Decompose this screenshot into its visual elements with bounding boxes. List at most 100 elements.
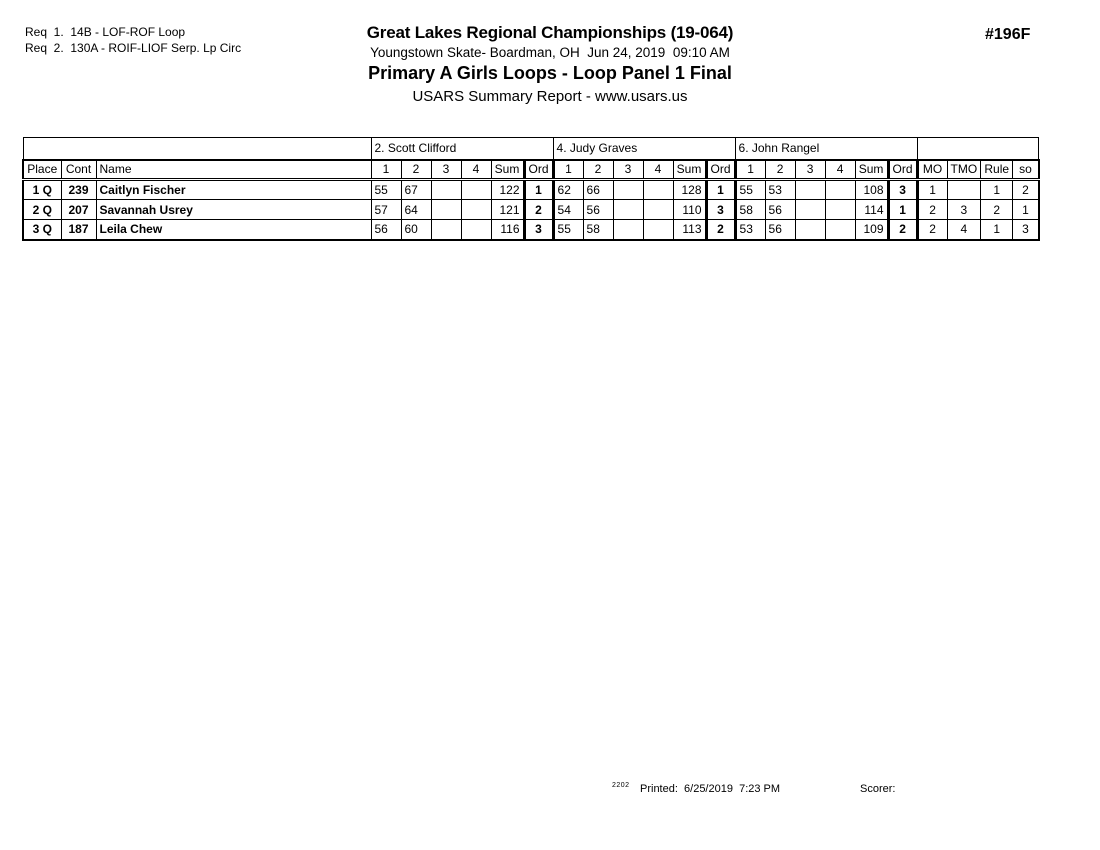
header-so: so xyxy=(1012,158,1040,181)
j3-ord: 1 xyxy=(886,199,919,220)
j3-score-4 xyxy=(824,199,856,220)
scorer-label: Scorer: xyxy=(860,783,896,795)
j1-score-3 xyxy=(430,179,462,200)
header-j2-score-1: 1 xyxy=(552,158,584,181)
j3-score-3 xyxy=(794,179,826,200)
j2-score-2: 66 xyxy=(582,179,614,200)
j3-score-2: 56 xyxy=(764,219,796,241)
j1-score-2: 67 xyxy=(400,179,432,200)
header-j1-sum: Sum xyxy=(490,158,525,181)
j3-sum: 109 xyxy=(854,219,889,241)
j2-ord: 1 xyxy=(704,179,737,200)
printed-timestamp: Printed: 6/25/2019 7:23 PM xyxy=(640,783,781,795)
j3-sum: 114 xyxy=(854,199,889,220)
j1-score-3 xyxy=(430,219,462,241)
header-cont: Cont xyxy=(60,158,97,181)
header-j2-ord: Ord xyxy=(704,158,737,181)
tmo-cell: 4 xyxy=(946,219,982,241)
footer-version-code: 2202 xyxy=(612,782,630,789)
j3-score-3 xyxy=(794,199,826,220)
header-j1-score-1: 1 xyxy=(370,158,402,181)
j2-score-3 xyxy=(612,199,644,220)
judges-row: 2. Scott Clifford 4. Judy Graves 6. John… xyxy=(22,137,1040,160)
header-rule: Rule xyxy=(980,158,1014,181)
mo-cell: 2 xyxy=(916,199,948,220)
j3-ord: 3 xyxy=(886,179,919,200)
header-j3-ord: Ord xyxy=(886,158,919,181)
j1-score-1: 57 xyxy=(370,199,402,220)
so-cell: 2 xyxy=(1012,179,1040,200)
table-row: 1 Q 239 Caitlyn Fischer 55 67 122 1 62 6… xyxy=(22,179,1040,200)
j1-ord: 2 xyxy=(522,199,555,220)
j1-sum: 116 xyxy=(490,219,525,241)
j3-score-1: 58 xyxy=(734,199,766,220)
event-code: #196F xyxy=(985,26,1031,43)
j3-sum: 108 xyxy=(854,179,889,200)
j1-score-3 xyxy=(430,199,462,220)
j2-score-3 xyxy=(612,219,644,241)
j2-ord: 2 xyxy=(704,219,737,241)
header-j3-score-2: 2 xyxy=(764,158,796,181)
judges-row-spacer-right xyxy=(916,137,1040,160)
rule-cell: 1 xyxy=(980,219,1014,241)
skater-name-cell: Caitlyn Fischer xyxy=(95,179,372,200)
report-header: Great Lakes Regional Championships (19-0… xyxy=(0,23,1100,105)
mo-cell: 1 xyxy=(916,179,948,200)
judge-1-name: 2. Scott Clifford xyxy=(370,137,554,160)
report-subtitle: USARS Summary Report - www.usars.us xyxy=(412,88,688,105)
skater-name-cell: Leila Chew xyxy=(95,219,372,241)
j2-sum: 110 xyxy=(672,199,707,220)
j3-score-4 xyxy=(824,179,856,200)
tmo-cell: 3 xyxy=(946,199,982,220)
cont-cell: 239 xyxy=(60,179,97,200)
rule-cell: 2 xyxy=(980,199,1014,220)
judge-3-name: 6. John Rangel xyxy=(734,137,918,160)
j2-score-1: 54 xyxy=(552,199,584,220)
mo-cell: 2 xyxy=(916,219,948,241)
championship-title: Great Lakes Regional Championships (19-0… xyxy=(366,23,734,42)
results-table: 2. Scott Clifford 4. Judy Graves 6. John… xyxy=(22,137,1040,241)
j2-score-2: 58 xyxy=(582,219,614,241)
header-j3-score-1: 1 xyxy=(734,158,766,181)
j3-score-3 xyxy=(794,219,826,241)
j3-score-4 xyxy=(824,219,856,241)
header-j2-score-3: 3 xyxy=(612,158,644,181)
header-j1-ord: Ord xyxy=(522,158,555,181)
j1-sum: 122 xyxy=(490,179,525,200)
j3-ord: 2 xyxy=(886,219,919,241)
j2-sum: 113 xyxy=(672,219,707,241)
header-j3-score-4: 4 xyxy=(824,158,856,181)
header-j2-score-4: 4 xyxy=(642,158,674,181)
cont-cell: 207 xyxy=(60,199,97,220)
j2-score-1: 55 xyxy=(552,219,584,241)
header-j2-score-2: 2 xyxy=(582,158,614,181)
header-mo: MO xyxy=(916,158,948,181)
header-j3-sum: Sum xyxy=(854,158,889,181)
tmo-cell xyxy=(946,179,982,200)
j3-score-1: 53 xyxy=(734,219,766,241)
j3-score-1: 55 xyxy=(734,179,766,200)
so-cell: 1 xyxy=(1012,199,1040,220)
j2-score-3 xyxy=(612,179,644,200)
judges-row-spacer-left xyxy=(22,137,372,160)
judge-2-name: 4. Judy Graves xyxy=(552,137,736,160)
rule-cell: 1 xyxy=(980,179,1014,200)
j1-ord: 1 xyxy=(522,179,555,200)
j2-score-4 xyxy=(642,219,674,241)
cont-cell: 187 xyxy=(60,219,97,241)
j1-score-1: 55 xyxy=(370,179,402,200)
column-header-row: Place Cont Name 1 2 3 4 Sum Ord 1 2 3 4 … xyxy=(22,158,1040,181)
requirements-list: Req 1. 14B - LOF-ROF Loop Req 2. 130A - … xyxy=(25,25,242,55)
header-name: Name xyxy=(95,158,372,181)
j3-score-2: 53 xyxy=(764,179,796,200)
skater-name-cell: Savannah Usrey xyxy=(95,199,372,220)
header-j3-score-3: 3 xyxy=(794,158,826,181)
j1-score-4 xyxy=(460,199,492,220)
j2-ord: 3 xyxy=(704,199,737,220)
j1-score-4 xyxy=(460,179,492,200)
header-j2-sum: Sum xyxy=(672,158,707,181)
header-j1-score-2: 2 xyxy=(400,158,432,181)
place-cell: 2 Q xyxy=(22,199,62,220)
j1-score-2: 64 xyxy=(400,199,432,220)
